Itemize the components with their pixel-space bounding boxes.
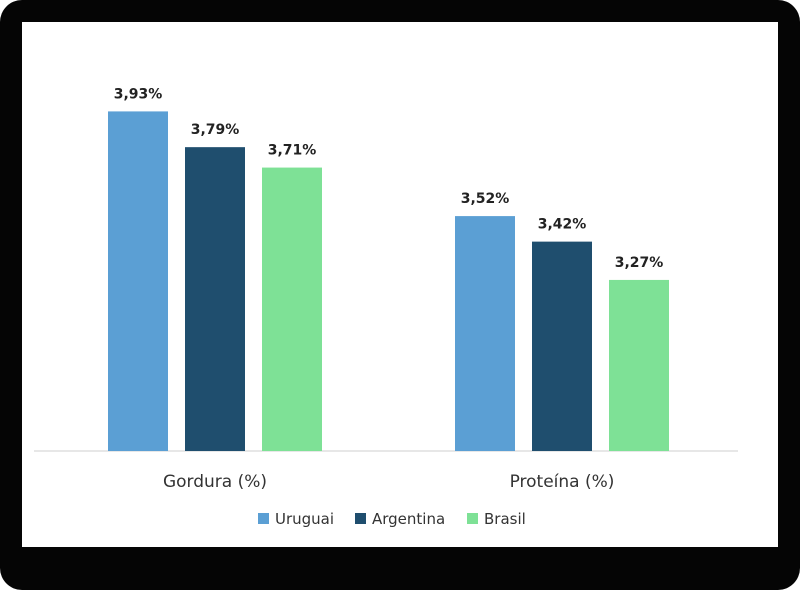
data-label: 3,27%	[615, 255, 664, 271]
bar-brasil-gordura	[262, 167, 322, 451]
data-label: 3,71%	[268, 143, 317, 159]
category-label: Gordura (%)	[163, 472, 267, 492]
data-label: 3,42%	[538, 217, 587, 233]
legend-label: Argentina	[372, 510, 445, 528]
bar-argentina-proteina	[532, 241, 592, 451]
chart-panel: 3,93% 3,79% 3,71% Gordura (%) 3,52% 3,42% 3,27…	[22, 22, 778, 547]
legend-swatch-uruguai	[258, 513, 269, 524]
bar-brasil-proteina	[609, 279, 669, 451]
bar-argentina-gordura	[185, 147, 245, 452]
data-label: 3,79%	[191, 122, 240, 138]
legend-swatch-argentina	[355, 513, 366, 524]
data-label: 3,93%	[114, 86, 163, 102]
bar-uruguai-proteina	[455, 216, 515, 451]
bar-uruguai-gordura	[108, 111, 168, 451]
bar-chart: 3,93% 3,79% 3,71% Gordura (%) 3,52% 3,42% 3,27…	[34, 86, 738, 528]
legend-label: Brasil	[484, 510, 526, 528]
legend-label: Uruguai	[275, 510, 334, 528]
category-label: Proteína (%)	[510, 472, 615, 492]
data-label: 3,52%	[461, 191, 510, 207]
legend-swatch-brasil	[467, 513, 478, 524]
